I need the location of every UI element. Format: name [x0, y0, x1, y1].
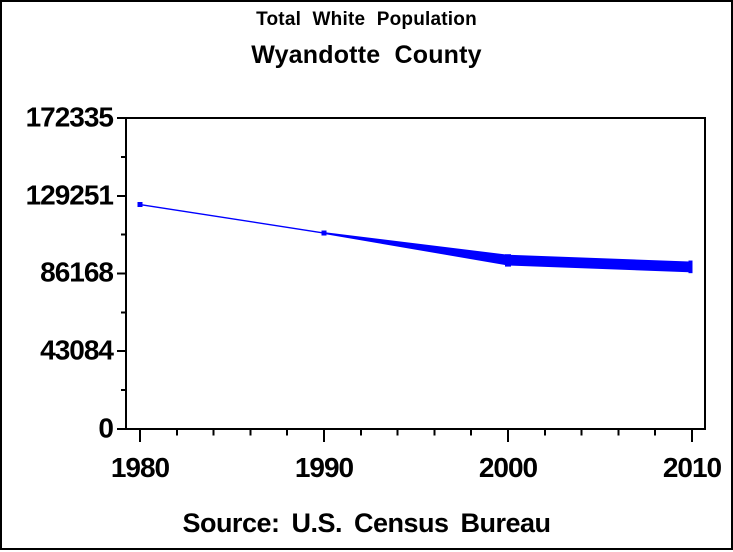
x-axis-tick-label: 2000: [478, 452, 538, 483]
y-axis-tick-label: 129251: [25, 179, 114, 211]
chart-subtitle: Wyandotte County: [251, 41, 482, 69]
data-point-marker: [505, 254, 511, 267]
y-axis-tick-label: 0: [98, 412, 114, 444]
x-axis-tick-label: 1980: [110, 452, 170, 483]
chart-source: Source: U.S. Census Bureau: [182, 508, 551, 538]
chart-title: Total White Population: [256, 9, 477, 30]
y-axis-tick-label: 43084: [40, 334, 114, 366]
x-axis-tick-label: 2010: [662, 452, 722, 483]
x-axis-tick-label: 1990: [294, 452, 354, 483]
y-axis-tick-label: 86168: [40, 256, 114, 288]
series-end-cap: [688, 260, 693, 274]
data-point-marker: [137, 202, 143, 208]
y-axis-tick-label: 172335: [25, 101, 114, 133]
data-point-marker: [321, 230, 327, 236]
